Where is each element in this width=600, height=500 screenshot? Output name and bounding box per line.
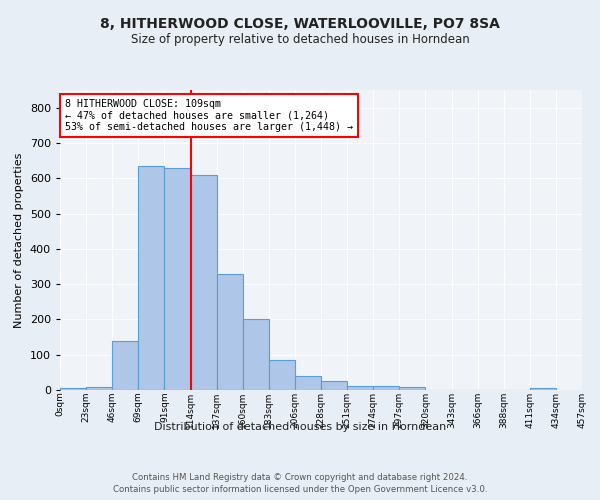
- Y-axis label: Number of detached properties: Number of detached properties: [14, 152, 24, 328]
- Bar: [295, 376, 321, 390]
- Bar: [139, 166, 164, 390]
- Text: Contains public sector information licensed under the Open Government Licence v3: Contains public sector information licen…: [113, 485, 487, 494]
- Bar: [400, 387, 425, 390]
- Bar: [373, 386, 400, 390]
- Bar: [347, 386, 373, 390]
- Bar: [86, 387, 112, 390]
- Text: Contains HM Land Registry data © Crown copyright and database right 2024.: Contains HM Land Registry data © Crown c…: [132, 472, 468, 482]
- Text: Size of property relative to detached houses in Horndean: Size of property relative to detached ho…: [131, 32, 469, 46]
- Bar: [530, 388, 556, 390]
- Text: Distribution of detached houses by size in Horndean: Distribution of detached houses by size …: [154, 422, 446, 432]
- Bar: [242, 320, 269, 390]
- Text: 8, HITHERWOOD CLOSE, WATERLOOVILLE, PO7 8SA: 8, HITHERWOOD CLOSE, WATERLOOVILLE, PO7 …: [100, 18, 500, 32]
- Text: 8 HITHERWOOD CLOSE: 109sqm
← 47% of detached houses are smaller (1,264)
53% of s: 8 HITHERWOOD CLOSE: 109sqm ← 47% of deta…: [65, 99, 353, 132]
- Bar: [112, 340, 139, 390]
- Bar: [60, 388, 86, 390]
- Bar: [217, 274, 243, 390]
- Bar: [269, 360, 295, 390]
- Bar: [191, 174, 217, 390]
- Bar: [164, 168, 191, 390]
- Bar: [321, 381, 347, 390]
